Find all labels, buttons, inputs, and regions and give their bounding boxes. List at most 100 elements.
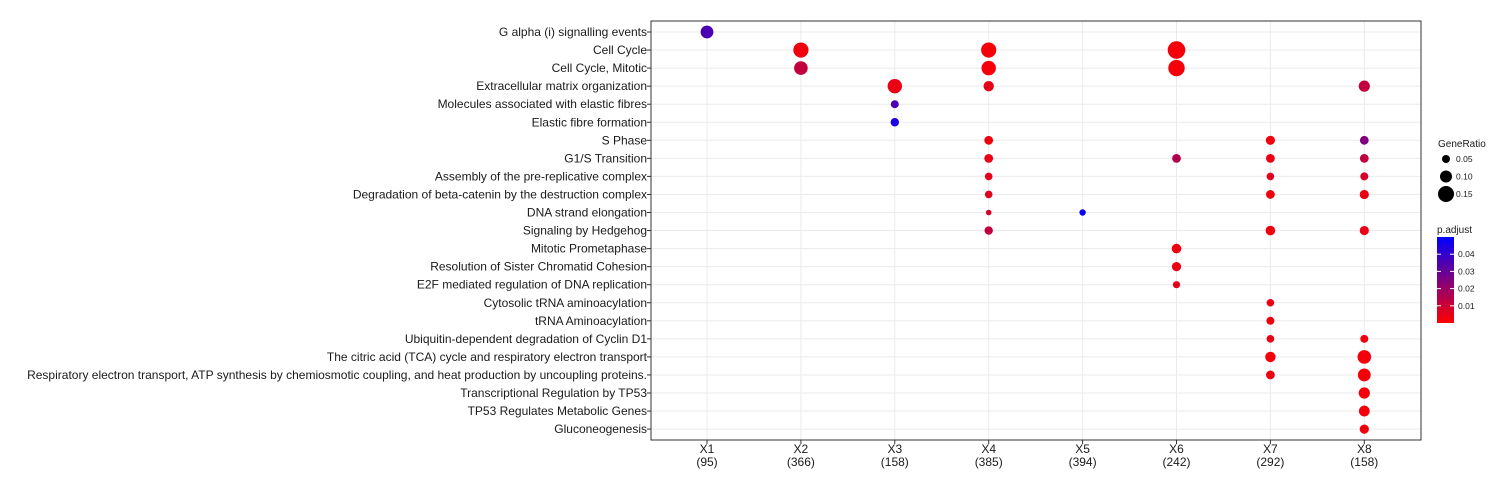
- data-point: [1359, 424, 1369, 434]
- data-point: [1265, 351, 1276, 363]
- x-tick-label: X8: [1357, 442, 1372, 456]
- data-point: [1359, 189, 1369, 200]
- data-points: [700, 25, 1372, 434]
- data-point: [1359, 135, 1369, 145]
- x-tick-label: X3: [887, 442, 902, 456]
- size-legend-dot: [1438, 186, 1454, 202]
- data-point: [1357, 368, 1371, 382]
- color-legend-tick-label: 0.03: [1458, 266, 1475, 276]
- y-tick-label: G1/S Transition: [564, 151, 647, 165]
- color-legend-ticks: 0.04 0.03 0.02 0.01: [1437, 249, 1475, 311]
- data-point: [890, 100, 899, 109]
- data-point: [981, 42, 997, 58]
- data-point: [1266, 298, 1275, 307]
- data-point: [1265, 225, 1276, 236]
- y-tick-label: Transcriptional Regulation by TP53: [460, 386, 647, 400]
- data-point: [794, 61, 808, 75]
- data-point: [1360, 334, 1369, 343]
- color-legend-bar: [1437, 237, 1454, 323]
- x-tick-label: X7: [1263, 442, 1278, 456]
- y-tick-label: S Phase: [602, 133, 648, 147]
- data-point: [887, 78, 902, 94]
- data-point: [1360, 172, 1369, 181]
- y-axis: G alpha (i) signalling events Cell Cycle C…: [27, 25, 651, 436]
- y-tick-label: Ubiquitin-dependent degradation of Cycli…: [405, 332, 647, 346]
- data-point: [984, 135, 994, 145]
- x-tick-count: (385): [975, 455, 1003, 469]
- x-tick-label: X2: [794, 442, 809, 456]
- data-point: [1168, 59, 1185, 77]
- size-legend-dot: [1440, 170, 1452, 183]
- x-tick-label: X1: [700, 442, 715, 456]
- data-point: [1266, 190, 1275, 199]
- color-legend-tick-label: 0.04: [1458, 249, 1475, 259]
- y-tick-label: G alpha (i) signalling events: [499, 25, 647, 39]
- x-tick-count: (394): [1069, 455, 1097, 469]
- y-tick-label: The citric acid (TCA) cycle and respirat…: [327, 350, 648, 364]
- data-point: [1079, 209, 1086, 216]
- y-tick-label: DNA strand elongation: [527, 206, 647, 220]
- y-tick-label: Elastic fibre formation: [532, 115, 647, 129]
- data-point: [981, 60, 996, 76]
- data-point: [1167, 41, 1186, 59]
- color-legend-tick-label: 0.02: [1458, 284, 1475, 294]
- data-point: [700, 25, 714, 39]
- y-tick-label: Molecules associated with elastic fibres: [438, 97, 647, 111]
- y-tick-label: Cell Cycle: [593, 43, 647, 57]
- data-point: [1358, 387, 1370, 399]
- size-legend-label: 0.05: [1456, 154, 1473, 164]
- size-legend-label: 0.15: [1456, 189, 1473, 199]
- size-legend-dot: [1442, 155, 1450, 163]
- data-point: [1358, 405, 1370, 417]
- size-legend-label: 0.10: [1456, 172, 1473, 182]
- x-tick-label: X5: [1075, 442, 1090, 456]
- x-tick-count: (292): [1256, 455, 1284, 469]
- x-axis: X1(95)X2(366)X3(158)X4(385)X5(394)X6(242…: [696, 440, 1378, 469]
- data-point: [1358, 80, 1370, 92]
- y-tick-label: Assembly of the pre-replicative complex: [435, 169, 647, 183]
- x-tick-label: X6: [1169, 442, 1184, 456]
- x-tick-count: (158): [1350, 455, 1378, 469]
- data-point: [984, 172, 993, 181]
- data-point: [890, 118, 899, 127]
- y-tick-label: Mitotic Prometaphase: [531, 242, 647, 256]
- x-tick-count: (95): [696, 455, 717, 469]
- data-point: [1359, 153, 1369, 163]
- y-tick-label: Resolution of Sister Chromatid Cohesion: [430, 260, 647, 274]
- size-legend-items: 0.05 0.10 0.15: [1438, 154, 1473, 202]
- data-point: [983, 80, 994, 92]
- size-legend-title: GeneRatio: [1438, 139, 1486, 150]
- color-legend: p.adjust 0.04 0.03 0.02 0.01: [1437, 225, 1475, 323]
- data-point: [984, 153, 994, 163]
- data-point: [985, 209, 992, 216]
- y-tick-label: Extracellular matrix organization: [476, 79, 647, 93]
- data-point: [1266, 370, 1275, 380]
- data-point: [1266, 172, 1275, 181]
- data-point: [1265, 135, 1275, 145]
- y-tick-label: tRNA Aminoacylation: [535, 314, 647, 328]
- data-point: [1171, 243, 1182, 254]
- y-tick-label: Gluconeogenesis: [554, 422, 647, 436]
- x-tick-count: (242): [1162, 455, 1190, 469]
- y-tick-label: Respiratory electron transport, ATP synt…: [27, 368, 647, 382]
- data-point: [984, 190, 993, 199]
- data-point: [793, 42, 809, 58]
- data-point: [1171, 262, 1182, 272]
- x-tick-count: (366): [787, 455, 815, 469]
- data-point: [984, 226, 993, 235]
- data-point: [1172, 153, 1181, 163]
- data-point: [1172, 281, 1181, 289]
- data-point: [1266, 153, 1275, 163]
- data-point: [1359, 225, 1369, 236]
- y-tick-label: E2F mediated regulation of DNA replicati…: [417, 278, 647, 292]
- color-legend-tick-label: 0.01: [1458, 301, 1475, 311]
- x-tick-count: (158): [881, 455, 909, 469]
- y-tick-label: Degradation of beta-catenin by the destr…: [353, 187, 647, 201]
- size-legend: GeneRatio 0.05 0.10 0.15: [1438, 139, 1486, 202]
- x-tick-label: X4: [981, 442, 996, 456]
- data-point: [1357, 350, 1372, 364]
- data-point: [1266, 335, 1275, 343]
- y-tick-label: TP53 Regulates Metabolic Genes: [468, 404, 647, 418]
